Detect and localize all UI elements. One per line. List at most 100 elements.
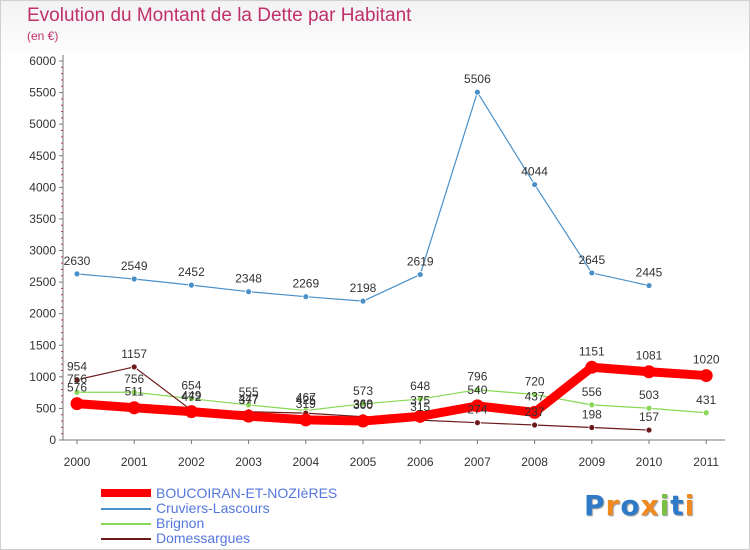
x-tick-label: 2006 bbox=[407, 455, 434, 469]
y-tick-label: 3000 bbox=[29, 244, 56, 258]
data-label: 756 bbox=[67, 372, 87, 386]
data-label: 2630 bbox=[64, 254, 91, 268]
data-label: 431 bbox=[696, 393, 716, 407]
data-label: 1020 bbox=[693, 353, 720, 367]
data-point bbox=[70, 397, 84, 411]
y-tick-label: 6000 bbox=[29, 54, 56, 68]
data-label: 540 bbox=[467, 383, 487, 397]
data-point bbox=[356, 414, 370, 428]
data-label: 274 bbox=[467, 403, 487, 417]
data-label: 300 bbox=[353, 398, 373, 412]
data-point bbox=[642, 365, 656, 379]
data-label: 720 bbox=[525, 375, 545, 389]
y-tick-label: 1000 bbox=[29, 370, 56, 384]
data-point bbox=[302, 293, 310, 301]
data-point bbox=[702, 409, 710, 417]
x-tick-label: 2010 bbox=[636, 455, 663, 469]
series-line bbox=[72, 362, 711, 426]
data-point bbox=[242, 409, 256, 423]
data-label: 2452 bbox=[178, 265, 205, 279]
x-tick-label: 2008 bbox=[521, 455, 548, 469]
data-point bbox=[73, 388, 81, 396]
chart-title: Evolution du Montant de la Dette par Hab… bbox=[27, 5, 412, 26]
x-tick-label: 2002 bbox=[178, 455, 205, 469]
x-tick-label: 2005 bbox=[350, 455, 377, 469]
logo-letter: x bbox=[640, 489, 660, 522]
data-label: 503 bbox=[639, 388, 659, 402]
data-point bbox=[645, 404, 653, 412]
logo-letter: o bbox=[620, 489, 641, 522]
data-point bbox=[130, 275, 138, 283]
data-point bbox=[473, 386, 481, 394]
data-point bbox=[245, 401, 253, 409]
logo-letter: r bbox=[605, 489, 621, 522]
y-tick-label: 5500 bbox=[29, 86, 56, 100]
data-label: 2269 bbox=[292, 277, 319, 291]
data-point bbox=[528, 405, 542, 419]
data-point bbox=[130, 363, 138, 371]
data-label: 954 bbox=[67, 360, 87, 374]
data-label: 375 bbox=[410, 393, 430, 407]
legend-label-domessargues: Domessargues bbox=[156, 530, 251, 546]
data-label: 377 bbox=[239, 393, 259, 407]
data-point bbox=[585, 360, 599, 374]
x-tick-label: 2004 bbox=[292, 455, 319, 469]
data-label: 1081 bbox=[636, 349, 663, 363]
x-tick-label: 2001 bbox=[121, 455, 148, 469]
data-label: 2645 bbox=[578, 253, 605, 267]
data-point bbox=[473, 419, 481, 427]
y-tick-label: 2000 bbox=[29, 307, 56, 321]
y-tick-label: 0 bbox=[49, 433, 56, 447]
data-label: 198 bbox=[582, 407, 602, 421]
data-label: 2198 bbox=[350, 281, 377, 295]
data-label: 2619 bbox=[407, 255, 434, 269]
logo-letter: P bbox=[584, 489, 606, 522]
data-label: 654 bbox=[181, 379, 201, 393]
logo-letter: t bbox=[670, 489, 685, 522]
data-label: 4044 bbox=[521, 165, 548, 179]
legend-label-boucoiran: BOUCOIRAN-ET-NOZIèRES bbox=[156, 485, 338, 501]
data-point bbox=[187, 281, 195, 289]
data-label: 447 bbox=[239, 392, 259, 406]
data-point bbox=[73, 270, 81, 278]
legend-swatch-brignon bbox=[101, 523, 151, 525]
legend-label-cruviers: Cruviers-Lascours bbox=[156, 500, 270, 516]
data-point bbox=[531, 391, 538, 398]
data-point bbox=[187, 395, 195, 403]
logo-letter: i bbox=[659, 489, 671, 522]
legend-swatch-boucoiran bbox=[101, 489, 151, 497]
data-label: 556 bbox=[582, 385, 602, 399]
y-tick-label: 5000 bbox=[29, 117, 56, 131]
data-point bbox=[473, 88, 481, 96]
proxiti-logo[interactable]: Proxiti bbox=[584, 489, 695, 522]
data-label: 573 bbox=[353, 384, 373, 398]
data-point bbox=[416, 271, 424, 278]
series-line bbox=[76, 389, 707, 414]
legend-swatch-domessargues bbox=[101, 538, 151, 540]
data-point bbox=[127, 401, 141, 415]
data-label: 555 bbox=[239, 385, 259, 399]
data-point bbox=[73, 376, 81, 384]
data-label: 2348 bbox=[235, 272, 262, 286]
x-tick-label: 2003 bbox=[235, 455, 262, 469]
data-label: 2549 bbox=[121, 259, 148, 273]
x-tick-label: 2000 bbox=[64, 455, 91, 469]
legend-label-brignon: Brignon bbox=[156, 515, 205, 531]
x-tick-label: 2011 bbox=[693, 455, 719, 469]
data-label: 648 bbox=[410, 379, 430, 393]
y-tick-label: 4000 bbox=[29, 180, 56, 194]
data-point bbox=[531, 421, 538, 429]
data-point bbox=[416, 395, 424, 403]
y-tick-label: 4500 bbox=[29, 149, 56, 163]
x-tick-label: 2009 bbox=[578, 455, 605, 469]
y-tick-label: 500 bbox=[36, 401, 56, 415]
data-point bbox=[413, 409, 427, 423]
y-tick-label: 2500 bbox=[29, 275, 56, 289]
data-point bbox=[588, 424, 596, 431]
data-point bbox=[184, 405, 198, 419]
data-label: 756 bbox=[124, 372, 144, 386]
data-label: 315 bbox=[410, 400, 430, 414]
data-point bbox=[359, 400, 367, 408]
